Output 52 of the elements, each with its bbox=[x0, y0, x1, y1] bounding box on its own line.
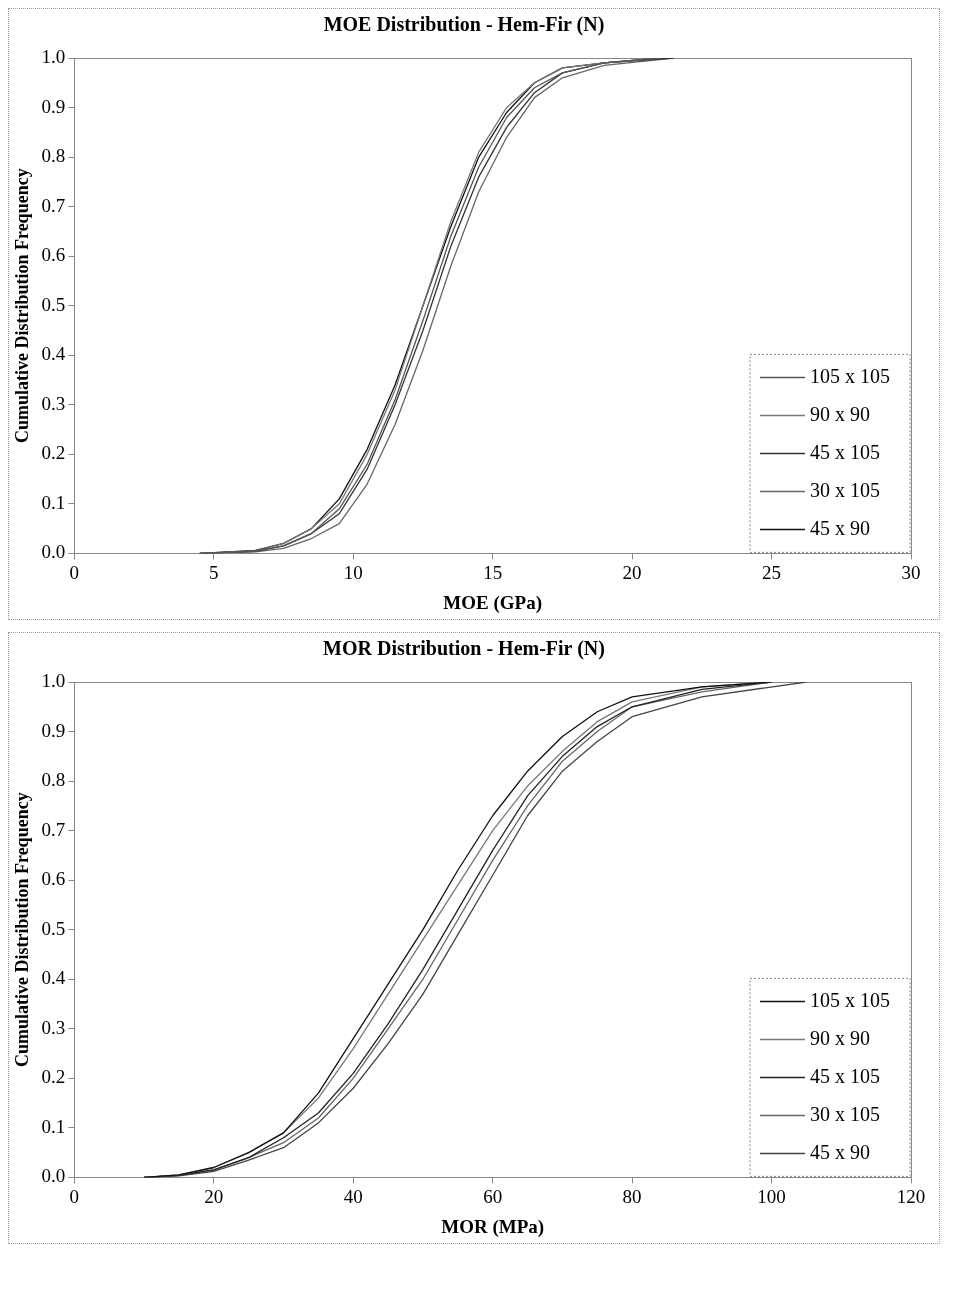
y-tick-label: 0.0 bbox=[41, 1165, 66, 1187]
x-tick-label: 80 bbox=[622, 1185, 642, 1207]
x-axis-title: MOR (MPa) bbox=[441, 1215, 545, 1238]
legend-label: 45 x 105 bbox=[810, 1064, 880, 1087]
y-tick-label: 0.2 bbox=[41, 442, 66, 464]
x-tick-label: 30 bbox=[901, 561, 921, 583]
y-tick-label: 0.9 bbox=[41, 719, 66, 741]
y-axis-title: Cumulative Distribution Frequency bbox=[12, 168, 33, 444]
x-tick-label: 20 bbox=[204, 1185, 224, 1207]
x-tick-label: 100 bbox=[757, 1185, 786, 1207]
y-tick-label: 0.7 bbox=[41, 194, 66, 216]
chart-title: MOE Distribution - Hem-Fir (N) bbox=[323, 13, 605, 37]
x-tick-label: 120 bbox=[896, 1185, 926, 1207]
y-tick-label: 0.5 bbox=[41, 917, 66, 939]
x-tick-label: 40 bbox=[343, 1185, 363, 1207]
legend-label: 30 x 105 bbox=[810, 478, 880, 501]
legend-label: 90 x 90 bbox=[810, 1026, 870, 1049]
legend-label: 45 x 105 bbox=[810, 440, 880, 463]
x-tick-label: 5 bbox=[209, 561, 219, 583]
legend-label: 105 x 105 bbox=[810, 988, 890, 1011]
x-tick-label: 0 bbox=[69, 561, 80, 583]
y-tick-label: 0.6 bbox=[41, 868, 66, 890]
legend-label: 90 x 90 bbox=[810, 402, 870, 425]
y-tick-label: 0.2 bbox=[41, 1066, 66, 1088]
x-tick-label: 25 bbox=[762, 561, 782, 583]
y-tick-label: 0.5 bbox=[41, 293, 66, 315]
y-tick-label: 0.1 bbox=[41, 1115, 66, 1137]
y-tick-label: 0.3 bbox=[41, 1016, 66, 1038]
legend-label: 30 x 105 bbox=[810, 1102, 880, 1125]
legend-label: 45 x 90 bbox=[810, 516, 870, 539]
x-tick-label: 20 bbox=[622, 561, 642, 583]
y-tick-label: 0.4 bbox=[41, 967, 66, 989]
legend-label: 45 x 90 bbox=[810, 1140, 870, 1163]
y-tick-label: 0.8 bbox=[41, 145, 66, 167]
y-axis-title: Cumulative Distribution Frequency bbox=[12, 792, 33, 1068]
x-tick-label: 15 bbox=[483, 561, 503, 583]
y-tick-label: 0.8 bbox=[41, 769, 66, 791]
y-tick-label: 0.0 bbox=[41, 541, 66, 563]
x-tick-label: 10 bbox=[343, 561, 363, 583]
chart-title: MOR Distribution - Hem-Fir (N) bbox=[323, 637, 605, 661]
y-tick-label: 0.3 bbox=[41, 392, 66, 414]
y-tick-label: 0.1 bbox=[41, 491, 66, 513]
x-tick-label: 0 bbox=[69, 1185, 80, 1207]
y-tick-label: 1.0 bbox=[41, 669, 66, 691]
y-tick-label: 1.0 bbox=[41, 45, 66, 67]
y-tick-label: 0.9 bbox=[41, 95, 66, 117]
y-tick-label: 0.7 bbox=[41, 818, 66, 840]
x-axis-title: MOE (GPa) bbox=[443, 591, 543, 614]
legend-label: 105 x 105 bbox=[810, 364, 890, 387]
y-tick-label: 0.4 bbox=[41, 343, 66, 365]
x-tick-label: 60 bbox=[483, 1185, 503, 1207]
y-tick-label: 0.6 bbox=[41, 244, 66, 266]
